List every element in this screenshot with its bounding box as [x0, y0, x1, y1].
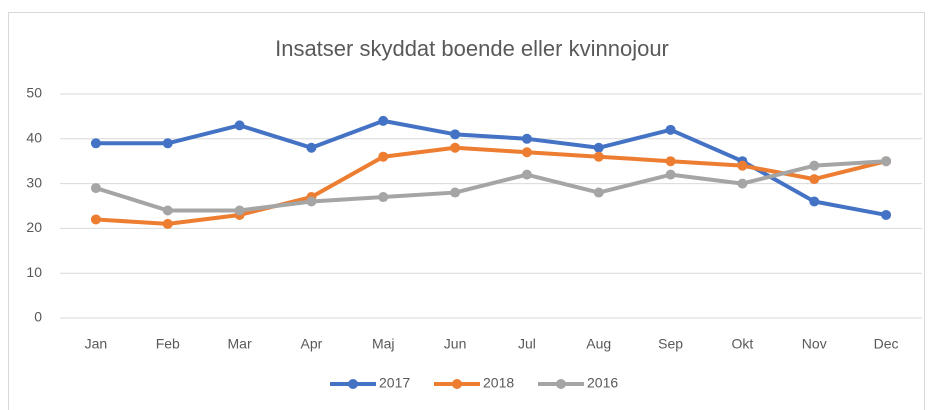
legend-marker: [556, 379, 566, 389]
y-tick-label: 20: [26, 219, 42, 235]
x-tick-label: Jan: [85, 336, 108, 352]
point: [521, 133, 532, 144]
y-tick-label: 10: [26, 264, 42, 280]
point: [378, 192, 389, 203]
x-tick-label: Feb: [156, 336, 180, 352]
chart-border: [8, 12, 925, 410]
point: [809, 196, 820, 207]
point: [234, 120, 245, 131]
point: [378, 151, 389, 162]
point: [809, 160, 820, 171]
point: [162, 218, 173, 229]
point: [90, 138, 101, 149]
x-tick-label: Sep: [658, 336, 683, 352]
y-tick-label: 50: [26, 85, 42, 101]
point: [881, 209, 892, 220]
series-line: [95, 145, 887, 226]
point: [162, 138, 173, 149]
point: [593, 151, 604, 162]
legend-marker: [348, 379, 358, 389]
x-tick-label: Okt: [732, 336, 754, 352]
point: [593, 187, 604, 198]
point: [306, 196, 317, 207]
x-tick-label: Mar: [228, 336, 252, 352]
point: [90, 183, 101, 194]
point: [665, 124, 676, 135]
x-tick-label: Nov: [802, 336, 827, 352]
point: [450, 142, 461, 153]
point: [737, 178, 748, 189]
y-tick-label: 30: [26, 174, 42, 190]
x-tick-label: Aug: [586, 336, 611, 352]
point: [450, 129, 461, 140]
point: [593, 142, 604, 153]
legend-label: 2018: [483, 375, 514, 391]
point: [737, 160, 748, 171]
point: [809, 174, 820, 185]
point: [234, 205, 245, 216]
x-tick-label: Apr: [301, 336, 323, 352]
point: [881, 156, 892, 167]
legend-label: 2017: [379, 375, 410, 391]
x-tick-label: Jun: [444, 336, 467, 352]
chart-title: Insatser skyddat boende eller kvinnojour: [275, 36, 669, 61]
series-line: [95, 159, 887, 213]
point: [521, 169, 532, 180]
point: [450, 187, 461, 198]
y-tick-label: 0: [34, 309, 42, 325]
point: [90, 214, 101, 225]
x-tick-label: Maj: [372, 336, 395, 352]
point: [665, 169, 676, 180]
x-tick-label: Jul: [518, 336, 536, 352]
point: [665, 156, 676, 167]
point: [162, 205, 173, 216]
y-tick-label: 40: [26, 130, 42, 146]
point: [521, 147, 532, 158]
legend-marker: [452, 379, 462, 389]
point: [378, 115, 389, 126]
legend-label: 2016: [587, 375, 618, 391]
point: [306, 142, 317, 153]
x-tick-label: Dec: [874, 336, 899, 352]
